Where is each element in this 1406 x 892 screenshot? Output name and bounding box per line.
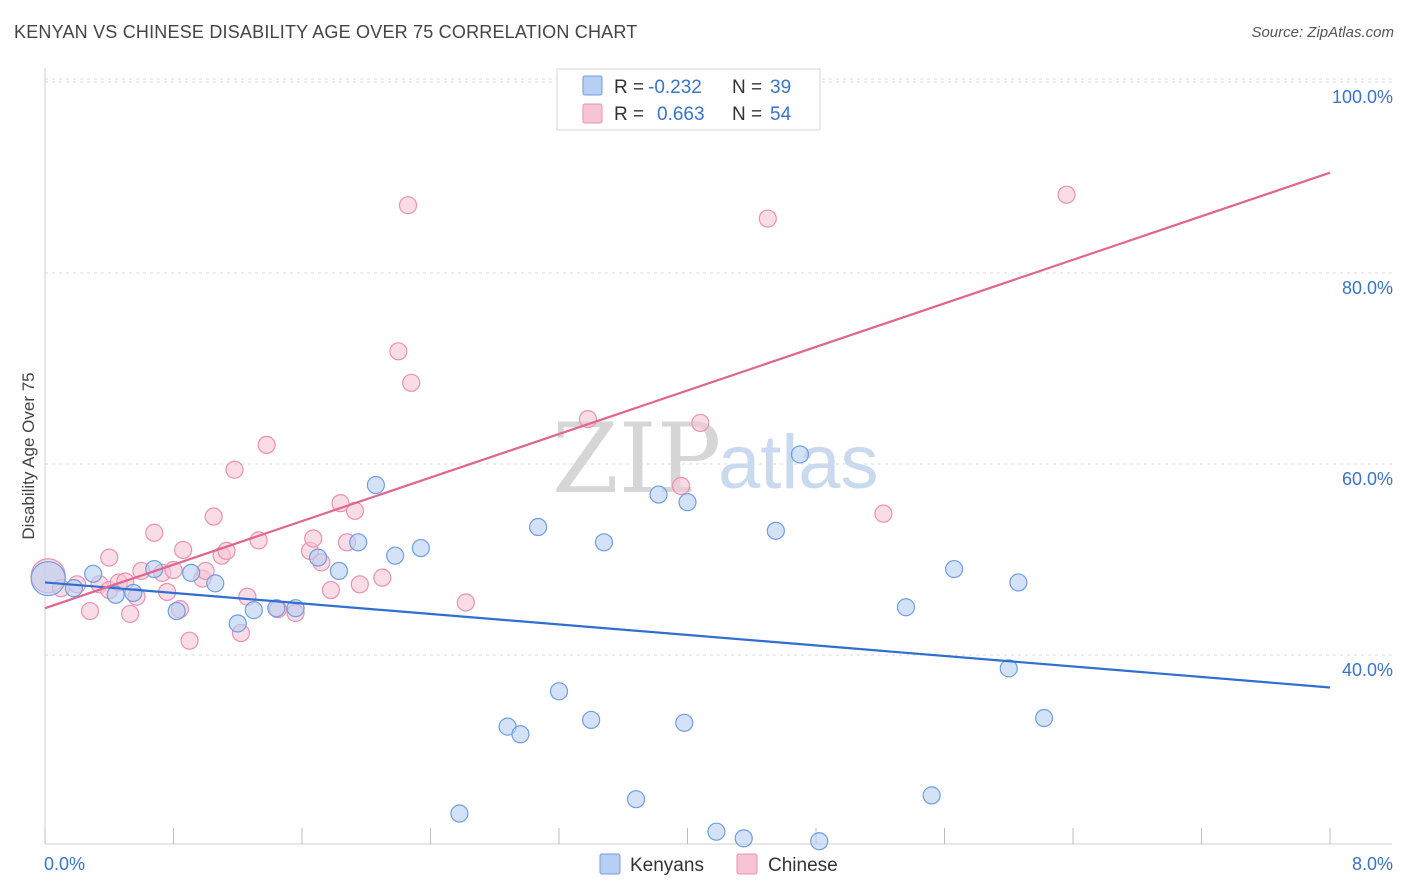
chinese-point [204,507,223,526]
chinese-point [225,460,244,479]
legend-r-label-kenyans: R = [614,77,644,98]
chinese-point [100,548,119,567]
kenyans-point [329,561,349,581]
kenyans-point [206,574,225,593]
kenyans-point [626,790,646,809]
chinese-point [671,476,691,496]
chinese-point [145,523,164,542]
kenyans-point [64,579,84,598]
chinese-point [217,541,236,561]
series-legend-label-chinese: Chinese [768,855,838,876]
chinese-point [350,575,369,594]
kenyans-point [922,786,941,805]
chinese-point [456,593,475,612]
gridlines [45,78,1392,656]
kenyans-point [549,682,569,701]
legend-n-value-chinese: 54 [770,104,792,125]
chinese-trend-line [44,171,1331,610]
kenyans-point [228,614,247,633]
trend-lines [44,171,1331,689]
kenyans-point [244,601,263,620]
chinese-point [121,604,140,624]
x-tick-label: 0.0% [44,854,85,874]
kenyans-point [707,822,726,841]
y-tick-label: 40.0% [1342,660,1393,680]
kenyans-point [790,445,810,464]
chinese-point [758,209,777,228]
legend-r-value-kenyans: -0.232 [648,77,702,98]
kenyans-point [1034,708,1054,728]
kenyans-points [30,445,1054,851]
y-tick-label: 100.0% [1332,87,1393,107]
legend-n-label-kenyans: N = [732,77,762,98]
kenyans-point [766,521,785,540]
kenyans-point [1009,573,1028,592]
legend-n-value-kenyans: 39 [770,77,791,98]
kenyans-point [84,564,103,583]
x-tick-label: 8.0% [1352,854,1393,874]
kenyans-point [999,659,1018,678]
legend-n-label-chinese: N = [732,104,762,125]
kenyans-point [124,583,143,603]
kenyans-point [349,533,368,552]
chinese-point [373,568,392,587]
kenyans-point [450,804,469,823]
kenyans-point [582,710,601,730]
legend-r-label-chinese: R = [614,104,644,125]
kenyans-point [649,485,668,504]
y-tick-label: 60.0% [1342,469,1393,489]
chinese-point [874,504,893,523]
correlation-legend: R = -0.232 N = 39 R = 0.663 N = 54 [556,68,821,131]
chinese-point [257,435,276,454]
chinese-point [1057,185,1076,204]
kenyans-point [106,585,125,604]
kenyans-point [182,563,201,582]
chinese-point [80,601,100,621]
kenyans-point [529,517,548,537]
chinese-point [174,540,193,560]
kenyans-point [411,538,430,558]
legend-swatch-kenyans [582,75,603,96]
series-legend-swatch-chinese [736,853,758,875]
kenyans-point [511,725,530,744]
kenyans-point [945,559,964,579]
kenyans-point [308,548,328,567]
chinese-point [389,342,408,361]
chinese-point [402,373,421,392]
kenyans-point [810,832,829,851]
kenyans-point [594,533,614,552]
kenyans-point [896,598,916,617]
series-legend: Kenyans Chinese [599,853,838,876]
source-credit: Source: ZipAtlas.com [1251,24,1394,41]
chinese-point [691,413,710,433]
chinese-point [304,529,323,548]
series-legend-swatch-kenyans [599,853,621,875]
chinese-point [321,580,341,600]
kenyans-point [678,493,697,512]
y-axis-title: Disability Age Over 75 [19,372,38,539]
kenyans-trend-line [44,581,1331,689]
tick-labels: 40.0% 60.0% 80.0% 100.0% 0.0% 8.0% [44,87,1393,874]
kenyans-point [675,713,694,732]
legend-swatch-chinese [582,103,603,124]
kenyans-point [366,475,385,495]
kenyans-point [386,546,405,565]
series-legend-label-kenyans: Kenyans [630,855,704,876]
y-tick-label: 80.0% [1342,278,1393,298]
kenyans-point [167,601,186,621]
chinese-point [180,631,199,650]
chinese-point [398,196,418,215]
kenyans-point [30,560,66,597]
legend-r-value-chinese: 0.663 [657,104,705,125]
kenyans-point [267,599,286,618]
chart-title: KENYAN VS CHINESE DISABILITY AGE OVER 75… [14,22,638,42]
chinese-points [30,70,1076,650]
kenyans-point [734,829,753,848]
